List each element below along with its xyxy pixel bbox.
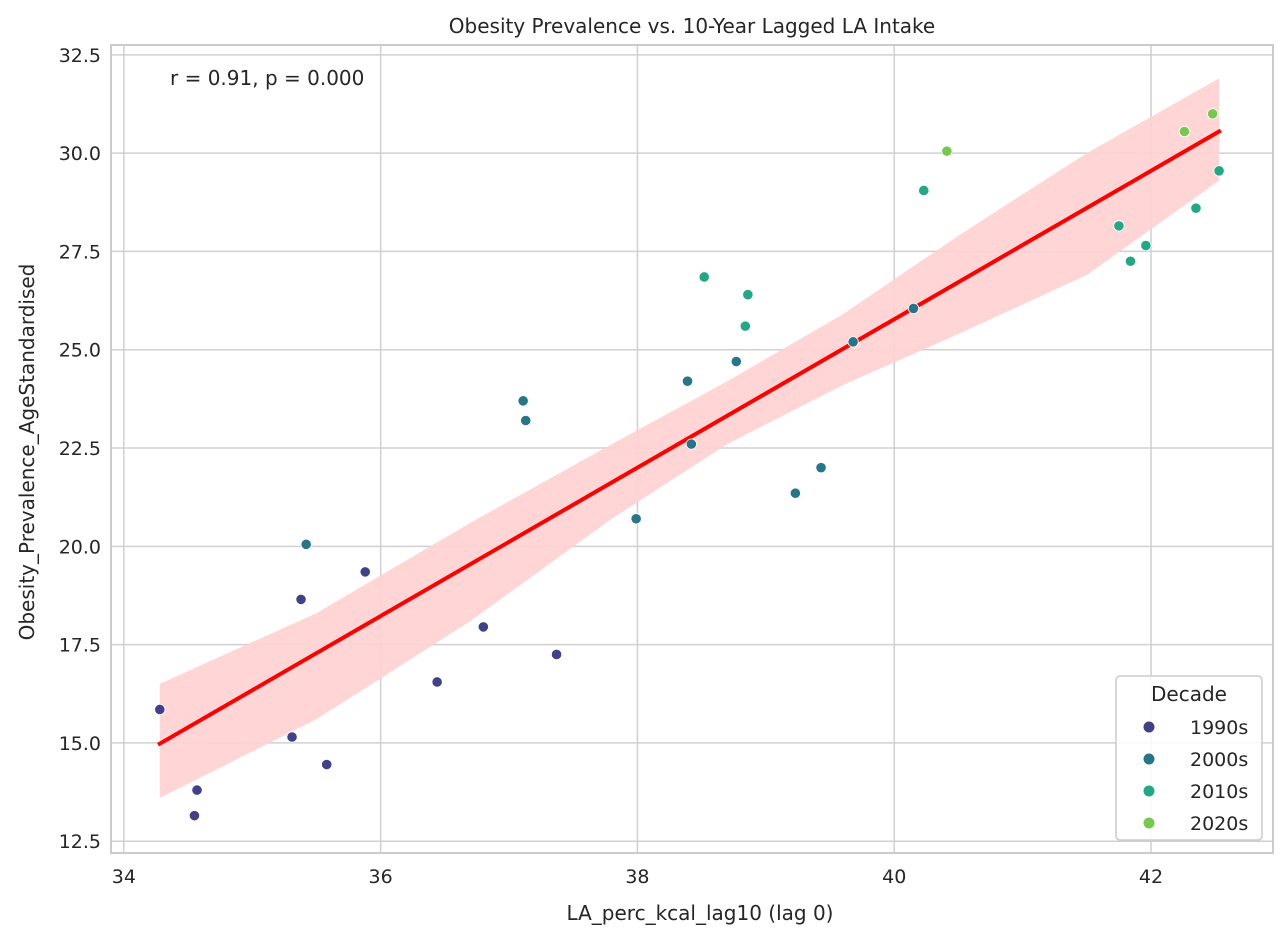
x-tick-label: 38 xyxy=(625,866,649,888)
legend-label-1990s: 1990s xyxy=(1190,717,1248,739)
data-point-1990s xyxy=(154,703,166,716)
y-tick-label: 25.0 xyxy=(59,340,101,362)
legend-marker-2000s xyxy=(1143,753,1155,765)
data-point-2010s xyxy=(918,184,930,197)
data-point-2010s xyxy=(1124,255,1137,267)
data-point-1990s xyxy=(359,566,371,578)
data-point-2020s xyxy=(1207,108,1219,120)
data-point-2010s xyxy=(1140,239,1152,252)
y-tick-label: 17.5 xyxy=(59,635,101,657)
data-point-2010s xyxy=(1190,202,1202,214)
y-axis-label: Obesity_Prevalence_AgeStandardised xyxy=(15,264,39,641)
legend-label-2010s: 2010s xyxy=(1190,781,1248,803)
data-point-2000s xyxy=(815,462,827,474)
data-point-1990s xyxy=(431,676,443,688)
y-tick-label: 32.5 xyxy=(59,45,101,67)
legend-marker-2010s xyxy=(1143,785,1155,797)
y-tick-label: 30.0 xyxy=(59,143,101,165)
y-tick-label: 15.0 xyxy=(59,733,101,755)
data-point-2000s xyxy=(847,336,859,348)
data-point-2000s xyxy=(517,395,529,407)
data-point-1990s xyxy=(550,648,563,661)
data-point-2020s xyxy=(1178,125,1191,138)
correlation-annotation: r = 0.91, p = 0.000 xyxy=(170,66,364,90)
data-point-1990s xyxy=(286,731,298,743)
grid xyxy=(111,45,1273,853)
legend-label-2020s: 2020s xyxy=(1190,813,1248,835)
x-axis-label: LA_perc_kcal_lag10 (lag 0) xyxy=(567,901,834,925)
data-point-2000s xyxy=(685,438,697,450)
data-point-2010s xyxy=(742,289,754,301)
data-point-2010s xyxy=(698,271,710,283)
legend-marker-1990s xyxy=(1143,721,1155,733)
y-tick-label: 27.5 xyxy=(59,241,101,263)
plot-frame xyxy=(110,44,1274,854)
data-point-2010s xyxy=(739,320,751,332)
legend-marker-2020s xyxy=(1143,817,1155,829)
data-point-2000s xyxy=(520,414,532,427)
legend-label-2000s: 2000s xyxy=(1190,749,1248,771)
data-point-1990s xyxy=(295,593,307,605)
data-point-1990s xyxy=(321,758,333,771)
y-tick-label: 12.5 xyxy=(59,831,101,853)
data-point-2000s xyxy=(681,375,694,387)
data-point-2020s xyxy=(941,145,953,157)
x-tick-label: 42 xyxy=(1139,866,1163,888)
data-point-2010s xyxy=(1113,220,1125,232)
legend: Decade 1990s 2000s 2010s 2020s xyxy=(1115,675,1263,841)
y-tick-labels: 12.5 15.0 17.5 20.0 22.5 25.0 27.5 30.0 32.5 xyxy=(59,45,101,853)
data-point-1990s xyxy=(477,621,489,633)
x-tick-label: 34 xyxy=(112,866,136,888)
legend-title: Decade xyxy=(1151,682,1227,706)
data-point-2000s xyxy=(630,513,642,525)
x-tick-labels: 34 36 38 40 42 xyxy=(112,866,1163,888)
y-tick-label: 20.0 xyxy=(59,536,101,558)
x-tick-label: 36 xyxy=(369,866,393,888)
regression-line-layer xyxy=(157,128,1222,747)
data-point-2000s xyxy=(789,487,801,499)
data-point-1990s xyxy=(191,784,203,796)
data-points xyxy=(154,108,1225,822)
data-point-2000s xyxy=(907,302,920,315)
legend-entries: 1990s 2000s 2010s 2020s xyxy=(1143,717,1248,835)
legend-box xyxy=(1115,675,1263,841)
y-tick-label: 22.5 xyxy=(59,438,101,460)
x-tick-label: 40 xyxy=(882,866,906,888)
chart-title: Obesity Prevalence vs. 10-Year Lagged LA… xyxy=(449,14,935,38)
data-point-2000s xyxy=(300,538,312,550)
regression-line xyxy=(157,128,1222,747)
data-point-2010s xyxy=(1213,165,1225,177)
data-point-1990s xyxy=(188,810,201,822)
data-point-2000s xyxy=(730,355,742,368)
